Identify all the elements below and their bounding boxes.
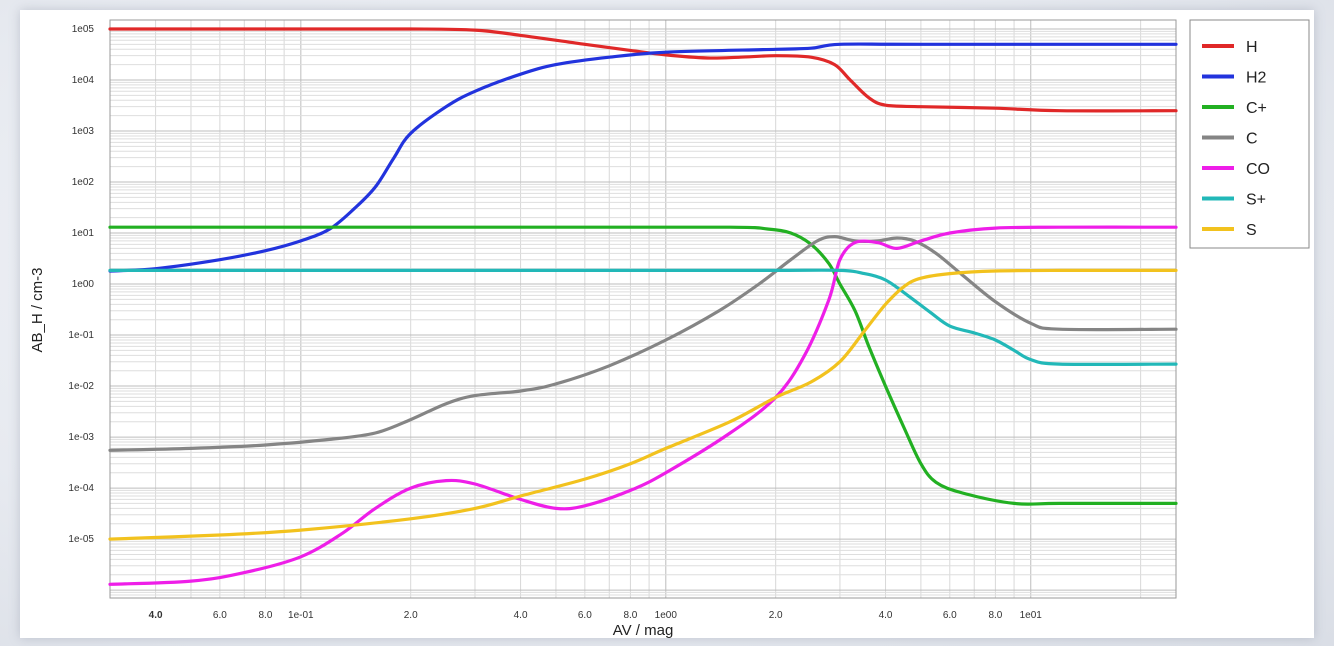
x-tick-label: 6.0 [943,610,957,621]
x-tick-label: 1e00 [655,610,678,621]
x-tick-label: 2.0 [404,610,418,621]
x-tick-label: 4.0 [514,610,528,621]
x-tick-label: 4.0 [149,610,163,621]
series-line-c-plus [108,225,1178,506]
legend-label-c: C [1246,131,1258,148]
legend-entries: H H2 C+ C CO S+ S [1202,39,1270,239]
x-tick-label: 8.0 [623,610,637,621]
series-line-s-plus [108,268,1178,367]
legend-label-co: CO [1246,161,1270,178]
y-tick-label: 1e04 [72,75,95,86]
legend-label-s: S [1246,222,1257,239]
series-line-h2 [108,42,1178,273]
y-tick-label: 1e-03 [68,432,94,443]
legend: H H2 C+ C CO S+ S [1189,19,1310,249]
y-tick-label: 1e-02 [68,381,94,392]
y-tick-label: 1e00 [72,279,95,290]
legend-label-h: H [1246,39,1258,56]
y-axis-title: AB_H / cm-3 [29,267,46,352]
legend-label-c-plus: C+ [1246,100,1267,117]
y-tick-label: 1e02 [72,177,95,188]
x-tick-label: 1e01 [1020,610,1043,621]
x-tick-label: 4.0 [879,610,893,621]
x-tick-label: 2.0 [769,610,783,621]
x-tick-label: 6.0 [213,610,227,621]
y-tick-label: 1e05 [72,24,95,35]
y-tick-label: 1e-04 [68,483,94,494]
series-line-h [108,27,1178,113]
legend-label-h2: H2 [1246,70,1267,87]
series-line-s [108,268,1178,541]
tick-labels: 4.0 6.0 8.0 1e-01 2.0 4.0 6.0 8.0 1e00 2.0 4.0 6.0 8… [68,24,1042,621]
y-tick-label: 1e-01 [68,330,94,341]
series-line-co [108,225,1178,586]
legend-box [1189,19,1310,249]
y-tick-label: 1e03 [72,126,95,137]
x-tick-label: 6.0 [578,610,592,621]
y-tick-label: 1e-05 [68,534,94,545]
x-tick-label: 8.0 [259,610,273,621]
grid-lines [109,20,1176,599]
y-tick-label: 1e01 [72,228,95,239]
x-tick-label: 1e-01 [288,610,314,621]
x-tick-label: 8.0 [988,610,1002,621]
legend-label-s-plus: S+ [1246,192,1266,209]
series-lines [108,27,1178,586]
abundance-chart: 4.0 6.0 8.0 1e-01 2.0 4.0 6.0 8.0 1e00 2.0 4.0 6.0 8… [29,19,1310,638]
chart-panel: 4.0 6.0 8.0 1e-01 2.0 4.0 6.0 8.0 1e00 2.0 4.0 6.0 8… [20,10,1314,638]
plot-frame [109,19,1177,599]
x-axis-title: AV / mag [613,622,674,638]
